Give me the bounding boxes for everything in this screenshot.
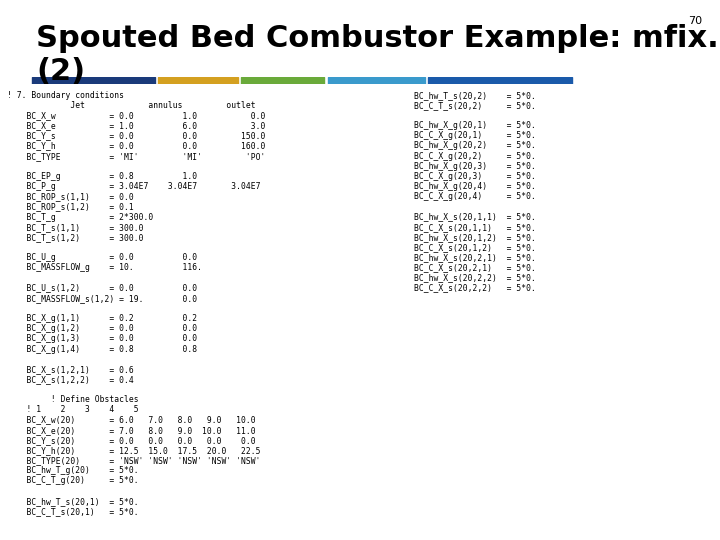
Text: BC_C_T_g(20)     = 5*0.: BC_C_T_g(20) = 5*0. (7, 476, 139, 485)
Text: BC_U_s(1,2)      = 0.0          0.0: BC_U_s(1,2) = 0.0 0.0 (7, 284, 197, 293)
Text: BC_T_s(1,2)      = 300.0: BC_T_s(1,2) = 300.0 (7, 233, 144, 242)
Text: BC_hw_T_s(20,1)  = 5*0.: BC_hw_T_s(20,1) = 5*0. (7, 497, 139, 506)
Text: BC_MASSFLOW_g    = 10.          116.: BC_MASSFLOW_g = 10. 116. (7, 264, 202, 272)
Text: BC_TYPE(20)      = 'NSW' 'NSW' 'NSW' 'NSW' 'NSW': BC_TYPE(20) = 'NSW' 'NSW' 'NSW' 'NSW' 'N… (7, 456, 261, 465)
Text: BC_hw_X_s(20,2,2)  = 5*0.: BC_hw_X_s(20,2,2) = 5*0. (414, 273, 536, 282)
Text: BC_TYPE          = 'MI'         'MI'         'PO': BC_TYPE = 'MI' 'MI' 'PO' (7, 152, 266, 160)
Text: BC_ROP_s(1,1)    = 0.0: BC_ROP_s(1,1) = 0.0 (7, 192, 134, 201)
Text: BC_hw_X_s(20,1,1)  = 5*0.: BC_hw_X_s(20,1,1) = 5*0. (414, 213, 536, 221)
Text: BC_C_T_s(20,1)   = 5*0.: BC_C_T_s(20,1) = 5*0. (7, 507, 139, 516)
Text: BC_C_X_g(20,1)     = 5*0.: BC_C_X_g(20,1) = 5*0. (414, 131, 536, 140)
Bar (158, 77, 238, 84)
Text: BC_X_g(1,2)      = 0.0          0.0: BC_X_g(1,2) = 0.0 0.0 (7, 324, 197, 333)
Text: BC_X_g(1,4)      = 0.8          0.8: BC_X_g(1,4) = 0.8 0.8 (7, 345, 197, 354)
Text: BC_Y_h(20)       = 12.5  15.0  17.5  20.0   22.5: BC_Y_h(20) = 12.5 15.0 17.5 20.0 22.5 (7, 446, 261, 455)
Text: BC_X_g(1,1)      = 0.2          0.2: BC_X_g(1,1) = 0.2 0.2 (7, 314, 197, 323)
Text: BC_T_g           = 2*300.0: BC_T_g = 2*300.0 (7, 213, 153, 221)
Text: BC_P_g           = 3.04E7    3.04E7       3.04E7: BC_P_g = 3.04E7 3.04E7 3.04E7 (7, 182, 261, 191)
Text: BC_C_X_s(20,1,1)   = 5*0.: BC_C_X_s(20,1,1) = 5*0. (414, 222, 536, 232)
Text: Jet             annulus         outlet: Jet annulus outlet (7, 101, 256, 110)
Bar (32, 77, 155, 84)
Text: BC_X_e           = 1.0          6.0           3.0: BC_X_e = 1.0 6.0 3.0 (7, 121, 266, 130)
Text: BC_hw_X_g(20,4)    = 5*0.: BC_hw_X_g(20,4) = 5*0. (414, 182, 536, 191)
Text: BC_Y_s           = 0.0          0.0         150.0: BC_Y_s = 0.0 0.0 150.0 (7, 131, 266, 140)
Text: BC_X_e(20)       = 7.0   8.0   9.0  10.0   11.0: BC_X_e(20) = 7.0 8.0 9.0 10.0 11.0 (7, 426, 256, 435)
Bar (328, 77, 425, 84)
Text: ! Define Obstacles: ! Define Obstacles (7, 395, 139, 404)
Text: BC_hw_T_g(20)    = 5*0.: BC_hw_T_g(20) = 5*0. (7, 467, 139, 475)
Text: BC_T_s(1,1)      = 300.0: BC_T_s(1,1) = 300.0 (7, 222, 144, 232)
Text: BC_C_X_g(20,2)     = 5*0.: BC_C_X_g(20,2) = 5*0. (414, 152, 536, 160)
Text: BC_hw_X_s(20,2,1)  = 5*0.: BC_hw_X_s(20,2,1) = 5*0. (414, 253, 536, 262)
Bar (428, 77, 572, 84)
Text: BC_hw_X_g(20,3)    = 5*0.: BC_hw_X_g(20,3) = 5*0. (414, 162, 536, 171)
Text: (2): (2) (36, 57, 85, 86)
Text: Spouted Bed Combustor Example: mfix.dat: Spouted Bed Combustor Example: mfix.dat (36, 24, 720, 53)
Text: BC_X_w(20)       = 6.0   7.0   8.0   9.0   10.0: BC_X_w(20) = 6.0 7.0 8.0 9.0 10.0 (7, 416, 256, 424)
Text: BC_C_X_s(20,2,1)   = 5*0.: BC_C_X_s(20,2,1) = 5*0. (414, 264, 536, 272)
Text: BC_C_X_s(20,1,2)   = 5*0.: BC_C_X_s(20,1,2) = 5*0. (414, 243, 536, 252)
Text: BC_hw_X_g(20,2)    = 5*0.: BC_hw_X_g(20,2) = 5*0. (414, 141, 536, 151)
Text: BC_X_w           = 0.0          1.0           0.0: BC_X_w = 0.0 1.0 0.0 (7, 111, 266, 120)
Text: BC_ROP_s(1,2)    = 0.1: BC_ROP_s(1,2) = 0.1 (7, 202, 134, 211)
Bar (241, 77, 324, 84)
Text: BC_hw_X_g(20,1)    = 5*0.: BC_hw_X_g(20,1) = 5*0. (414, 121, 536, 130)
Text: BC_X_s(1,2,2)    = 0.4: BC_X_s(1,2,2) = 0.4 (7, 375, 134, 384)
Text: ! 7. Boundary conditions: ! 7. Boundary conditions (7, 91, 125, 100)
Text: BC_EP_g          = 0.8          1.0: BC_EP_g = 0.8 1.0 (7, 172, 197, 181)
Text: ! 1    2    3    4    5: ! 1 2 3 4 5 (7, 406, 139, 414)
Text: BC_MASSFLOW_s(1,2) = 19.        0.0: BC_MASSFLOW_s(1,2) = 19. 0.0 (7, 294, 197, 303)
Text: BC_Y_s(20)       = 0.0   0.0   0.0   0.0    0.0: BC_Y_s(20) = 0.0 0.0 0.0 0.0 0.0 (7, 436, 256, 445)
Text: BC_X_g(1,3)      = 0.0          0.0: BC_X_g(1,3) = 0.0 0.0 (7, 334, 197, 343)
Text: BC_C_X_g(20,4)     = 5*0.: BC_C_X_g(20,4) = 5*0. (414, 192, 536, 201)
Text: BC_hw_T_s(20,2)    = 5*0.: BC_hw_T_s(20,2) = 5*0. (414, 91, 536, 100)
Text: BC_X_s(1,2,1)    = 0.6: BC_X_s(1,2,1) = 0.6 (7, 365, 134, 374)
Text: 70: 70 (688, 16, 702, 26)
Text: BC_C_X_s(20,2,2)   = 5*0.: BC_C_X_s(20,2,2) = 5*0. (414, 284, 536, 293)
Text: BC_C_X_g(20,3)     = 5*0.: BC_C_X_g(20,3) = 5*0. (414, 172, 536, 181)
Text: BC_hw_X_s(20,1,2)  = 5*0.: BC_hw_X_s(20,1,2) = 5*0. (414, 233, 536, 242)
Text: BC_U_g           = 0.0          0.0: BC_U_g = 0.0 0.0 (7, 253, 197, 262)
Text: BC_Y_h           = 0.0          0.0         160.0: BC_Y_h = 0.0 0.0 160.0 (7, 141, 266, 151)
Text: BC_C_T_s(20,2)     = 5*0.: BC_C_T_s(20,2) = 5*0. (414, 101, 536, 110)
